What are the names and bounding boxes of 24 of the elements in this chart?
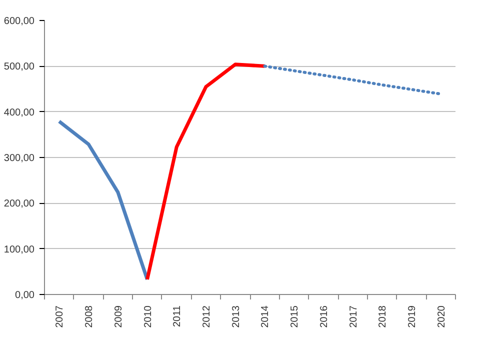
- x-tick-label: 2009: [113, 305, 124, 328]
- x-tick-label: 2014: [260, 305, 272, 328]
- y-tick-label: 600,00: [4, 16, 35, 27]
- x-tick-label: 2007: [54, 305, 66, 328]
- x-tick-label: 2015: [290, 305, 301, 328]
- y-tick-label: 0,00: [15, 290, 35, 301]
- y-tick-label: 200,00: [4, 198, 35, 210]
- line-series: [57, 120, 149, 282]
- x-tick-label: 2017: [348, 305, 360, 328]
- x-tick-label: 2016: [318, 305, 330, 328]
- x-tick-label: 2011: [172, 305, 184, 328]
- x-tick-label: 2008: [84, 305, 96, 328]
- x-tick-label: 2020: [436, 305, 448, 328]
- x-tick-label: 2010: [142, 305, 154, 328]
- x-tick-label: 2019: [406, 305, 418, 328]
- y-tick-label: 500,00: [4, 62, 35, 73]
- y-tick-label: 300,00: [4, 153, 35, 164]
- line-series: [263, 64, 442, 96]
- y-tick-label: 100,00: [4, 244, 35, 256]
- x-tick-label: 2018: [378, 305, 389, 328]
- y-tick-label: 400,00: [4, 107, 35, 118]
- line-series: [146, 62, 266, 282]
- x-tick-label: 2013: [230, 305, 242, 328]
- x-tick-label: 2012: [201, 305, 212, 328]
